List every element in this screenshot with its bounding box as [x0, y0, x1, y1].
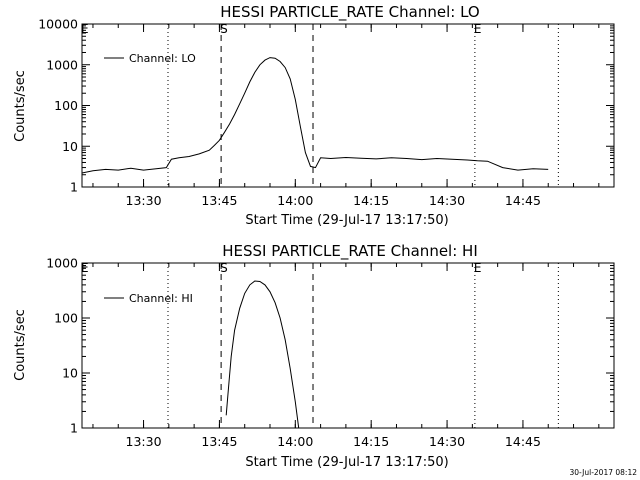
- series-line: [81, 57, 549, 174]
- axis-ticks: 13:30 13:45 14:00 14:15 14:30 14:45 1 10 100 1000…: [38, 17, 614, 208]
- y-tick-label: 100: [54, 311, 78, 326]
- x-tick-label: 14:30: [429, 434, 465, 449]
- time-marker-label: S: [220, 261, 228, 275]
- x-tick-label: 14:30: [429, 193, 465, 208]
- plot-frame: [81, 23, 615, 188]
- x-tick-label: 14:45: [505, 193, 541, 208]
- y-axis-label: Counts/sec: [13, 70, 28, 142]
- x-tick-label: 14:45: [505, 434, 541, 449]
- x-axis-label: Start Time (29-Jul-17 13:17:50): [245, 213, 448, 228]
- x-tick-label: 14:00: [277, 193, 313, 208]
- chart-title: HESSI PARTICLE_RATE Channel: LO: [220, 3, 479, 22]
- y-tick-label: 1: [70, 180, 78, 195]
- y-tick-label: 10000: [38, 17, 78, 32]
- time-marker-label: E: [474, 261, 482, 275]
- time-marker-label: S: [220, 22, 228, 36]
- y-tick-label: 1: [70, 421, 78, 436]
- x-axis-label: Start Time (29-Jul-17 13:17:50): [245, 455, 448, 470]
- x-tick-label: 14:15: [353, 193, 389, 208]
- x-tick-label: 13:30: [126, 434, 162, 449]
- x-tick-label: 14:00: [277, 434, 313, 449]
- legend: Channel: LO: [104, 52, 196, 65]
- x-tick-label: 13:30: [126, 193, 162, 208]
- y-tick-label: 10: [62, 139, 78, 154]
- time-marker-label: E: [81, 22, 89, 36]
- legend-label: Channel: LO: [129, 52, 196, 65]
- lo-channel-panel: HESSI PARTICLE_RATE Channel: LO E S E 13:3…: [13, 3, 615, 228]
- data-series: [81, 57, 549, 174]
- y-tick-label: 1000: [46, 57, 78, 72]
- x-tick-label: 14:15: [353, 434, 389, 449]
- legend: Channel: HI: [104, 292, 193, 305]
- y-axis-label: Counts/sec: [13, 309, 28, 381]
- chart-title: HESSI PARTICLE_RATE Channel: HI: [222, 242, 478, 261]
- x-tick-label: 13:45: [201, 193, 237, 208]
- y-tick-label: 100: [54, 98, 78, 113]
- y-tick-label: 10: [62, 366, 78, 381]
- plot-frame: [81, 262, 615, 429]
- legend-label: Channel: HI: [129, 292, 193, 305]
- time-marker-label: E: [474, 22, 482, 36]
- y-tick-label: 1000: [46, 256, 78, 271]
- data-series: [225, 280, 300, 429]
- x-tick-label: 13:45: [201, 434, 237, 449]
- axis-ticks: 13:30 13:45 14:00 14:15 14:30 14:45 1 10 100 1000: [46, 256, 614, 449]
- generation-timestamp: 30-Jul-2017 08:12: [569, 468, 637, 477]
- series-line: [225, 280, 300, 429]
